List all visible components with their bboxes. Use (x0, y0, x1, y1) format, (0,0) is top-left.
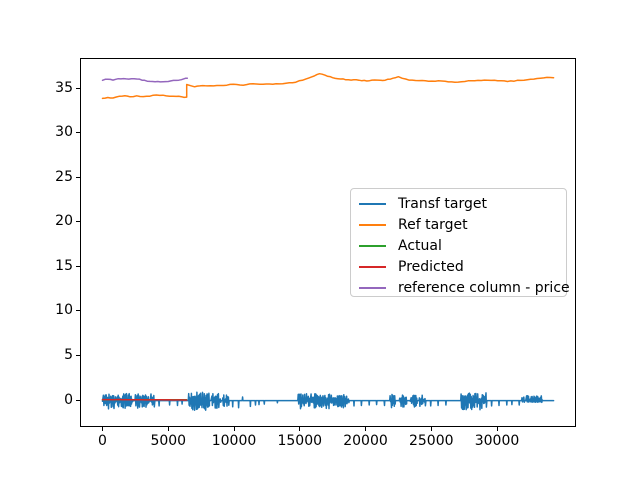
x-tick-mark (365, 427, 367, 432)
legend-item-reference-column-price: reference column - price (351, 277, 570, 298)
series-line-transf-target (101, 391, 555, 411)
legend-item-label: reference column - price (398, 279, 570, 296)
y-tick-mark (76, 265, 80, 267)
y-tick-mark (76, 176, 80, 178)
y-tick-label: 15 (55, 257, 73, 274)
legend-line-sample (359, 244, 386, 247)
legend-line-sample (359, 202, 386, 205)
y-tick-mark (76, 87, 80, 89)
legend-item-label: Actual (398, 237, 442, 254)
x-tick-mark (430, 427, 432, 432)
legend-item-transf-target: Transf target (351, 193, 566, 214)
y-tick-label: 10 (55, 302, 73, 319)
x-tick-label: 30000 (474, 432, 520, 449)
y-tick-label: 20 (55, 213, 73, 230)
x-tick-label: 20000 (343, 432, 388, 449)
x-tick-label: 5000 (150, 432, 187, 449)
x-tick-mark (496, 427, 498, 432)
x-tick-mark (167, 427, 169, 432)
y-tick-mark (76, 221, 80, 223)
series-line-reference-column-price (101, 77, 189, 83)
series-line-predicted (101, 398, 188, 401)
series-line-ref-target (101, 72, 555, 99)
y-tick-mark (76, 310, 80, 312)
x-tick-label: 10000 (211, 432, 257, 449)
y-tick-mark (76, 399, 80, 401)
y-tick-label: 25 (55, 168, 73, 185)
y-tick-label: 30 (55, 124, 73, 141)
x-tick-label: 15000 (277, 432, 323, 449)
legend-item-label: Ref target (398, 216, 468, 233)
y-tick-mark (76, 132, 80, 134)
legend-line-sample (359, 223, 386, 226)
x-tick-mark (299, 427, 301, 432)
y-tick-label: 0 (64, 391, 73, 408)
x-tick-label: 25000 (408, 432, 454, 449)
x-tick-label: 0 (98, 432, 107, 449)
x-tick-mark (233, 427, 235, 432)
legend-box: Transf target Ref target Actual Predicted re… (350, 188, 570, 298)
legend-item-actual: Actual (351, 235, 566, 256)
legend-line-sample (359, 286, 386, 289)
legend-line-sample (359, 265, 386, 268)
y-tick-label: 35 (55, 79, 73, 96)
legend-item-label: Predicted (398, 258, 464, 275)
x-tick-mark (102, 427, 104, 432)
legend-item-label: Transf target (398, 195, 487, 212)
y-tick-label: 5 (64, 347, 73, 364)
legend-item-ref-target: Ref target (351, 214, 566, 235)
legend-item-predicted: Predicted (351, 256, 566, 277)
plot-lines-canvas (101, 72, 555, 411)
y-tick-mark (76, 355, 80, 357)
